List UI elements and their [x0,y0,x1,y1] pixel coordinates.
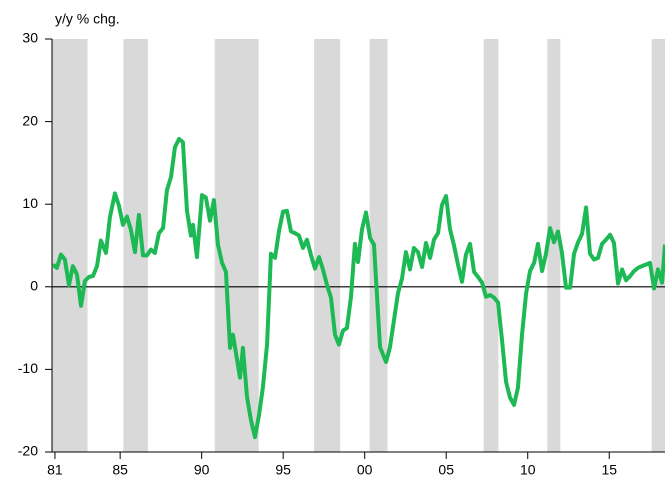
recession-band [547,39,561,452]
x-tick-label: 85 [112,462,128,478]
y-tick-label: 10 [22,195,38,211]
recession-band [651,39,665,452]
y-axis-label: y/y % chg. [55,11,120,27]
x-tick-label: 10 [520,462,536,478]
recession-band [483,39,499,452]
recession-band [369,39,388,452]
y-tick-label: 0 [30,278,38,294]
recession-band [314,39,341,452]
x-tick-label: 81 [47,462,63,478]
x-tick-label: 00 [357,462,373,478]
y-tick-label: -10 [18,360,38,376]
recession-band [214,39,259,452]
y-tick-label: 20 [22,112,38,128]
x-tick-label: 05 [438,462,454,478]
x-tick-label: 95 [275,462,291,478]
x-tick-label: 90 [194,462,210,478]
y-tick-label: -20 [18,443,38,459]
recession-band [52,39,88,452]
y-tick-label: 30 [22,30,38,46]
data-line [51,136,665,440]
x-tick-label: 15 [601,462,617,478]
